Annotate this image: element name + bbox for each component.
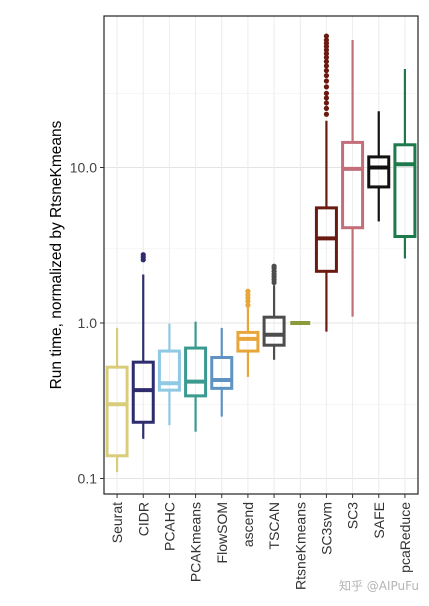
x-tick-label: RtsneKmeans: [292, 502, 308, 590]
outlier-point: [323, 58, 330, 65]
outlier-point: [323, 72, 330, 79]
box-body: [184, 346, 208, 398]
box-tscan: [262, 263, 286, 360]
box-flowsom: [210, 327, 234, 417]
outlier-point: [323, 100, 330, 106]
y-axis-label: Run time, normalized by RtsneKmeans: [48, 120, 65, 389]
box-sc3svm: [314, 33, 338, 332]
box-body: [210, 355, 234, 390]
outlier-point: [323, 84, 330, 90]
box-ascend: [236, 288, 260, 377]
x-tick-label: ascend: [240, 502, 256, 547]
outlier-point: [323, 33, 330, 39]
x-tick-label: PCAKmeans: [188, 502, 204, 582]
outlier-point: [271, 263, 277, 269]
box-pcahc: [157, 323, 181, 426]
box-safe: [367, 111, 391, 222]
box-cidr: [131, 252, 155, 439]
outlier-point: [323, 78, 330, 84]
boxes: [105, 33, 417, 473]
box-body: [105, 365, 129, 458]
y-tick-label: 1.0: [78, 315, 98, 331]
outlier-point: [323, 67, 330, 74]
outlier-point: [323, 37, 330, 43]
x-tick-label: TSCAN: [266, 502, 282, 549]
outlier-point: [323, 51, 330, 57]
outlier-point: [140, 252, 146, 258]
outlier-point: [323, 105, 330, 111]
outlier-point: [323, 63, 330, 69]
box-body: [236, 330, 260, 353]
y-tick-label: 10.0: [70, 160, 97, 176]
outlier-point: [323, 90, 330, 96]
box-body: [157, 349, 181, 392]
outlier-point: [323, 54, 330, 61]
x-tick-label: Seurat: [109, 502, 125, 543]
x-tick-label: SAFE: [371, 502, 387, 539]
x-tick-label: CIDR: [135, 502, 151, 536]
watermark: 知乎 @AIPuFu: [338, 579, 419, 593]
x-tick-label: pcaReduce: [397, 502, 413, 573]
outlier-point: [323, 111, 330, 117]
box-body: [262, 315, 286, 347]
x-tick-label: FlowSOM: [214, 502, 230, 563]
outlier-point: [245, 288, 251, 294]
panel-border: [103, 15, 419, 495]
outlier-point: [323, 95, 330, 101]
axes: 0.1 1.0 10.0 Seurat CIDR PCAHC PCAKmeans FlowSO…: [70, 160, 413, 590]
x-tick-label: SC3: [345, 502, 361, 529]
x-tick-label: SC3svm: [318, 502, 334, 555]
y-tick-label: 0.1: [78, 471, 98, 487]
box-body: [341, 140, 365, 230]
box-seurat: [105, 327, 129, 473]
outlier-point: [245, 302, 251, 308]
box-body: [367, 155, 391, 189]
box-body: [131, 360, 155, 424]
box-body: [393, 143, 417, 238]
box-pcakmeans: [184, 321, 208, 432]
x-tick-label: PCAHC: [161, 502, 177, 551]
box-pcareduce: [393, 68, 417, 259]
box-sc3: [341, 40, 365, 317]
